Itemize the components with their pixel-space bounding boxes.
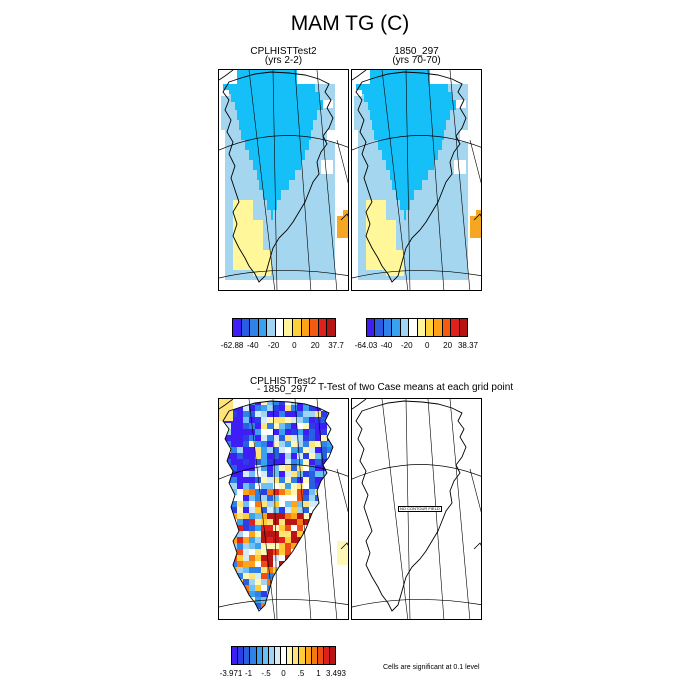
colorbar-tick-label: 0 [292, 341, 297, 350]
greenland-coastline [355, 400, 467, 612]
colorbar-box [241, 319, 251, 336]
colorbar-box [293, 647, 300, 664]
greenland-coastline [355, 71, 467, 283]
colorbar-box [425, 319, 435, 336]
colorbar-tick-label: 1 [316, 669, 321, 678]
colorbar-box [442, 319, 452, 336]
colorbar-box [262, 647, 269, 664]
colorbar-box [281, 647, 288, 664]
colorbar-tick-label: -20 [267, 341, 280, 350]
temperature-field [219, 70, 348, 280]
no-contour-label: NO CONTOUR FIELD [398, 506, 442, 512]
colorbar-box [233, 319, 242, 336]
colorbar-tick-label: .5 [297, 669, 305, 678]
colorbar-box [330, 647, 336, 664]
colorbar-tick-label: -20 [401, 341, 413, 350]
panel-br-title: T-Test of two Case means at each grid po… [318, 382, 514, 393]
map-panel-bottom-left [218, 398, 349, 620]
colorbar-box [323, 647, 330, 664]
colorbar-tick-label: -62.88 [220, 341, 244, 350]
colorbar-tick-label: 3.493 [325, 669, 347, 678]
colorbar-tick-label: 0 [281, 669, 286, 678]
map-panel-bottom-right: NO CONTOUR FIELD [351, 398, 482, 620]
panel-bl-title: CPLHISTTest2 [250, 376, 317, 387]
colorbar-tick-label: 20 [443, 341, 453, 350]
colorbar-box [299, 647, 306, 664]
map-panel-top-left [218, 69, 349, 291]
colorbar-box [459, 319, 468, 336]
colorbar-box [275, 319, 285, 336]
temperature-field [352, 70, 481, 280]
colorbar-box [258, 319, 268, 336]
colorbar-box [383, 319, 393, 336]
panel-tl-title: CPLHISTTest2 [250, 46, 317, 57]
colorbar-tick-label: 20 [310, 341, 320, 350]
colorbar-tick-label: -64.03 [354, 341, 378, 350]
colorbar-box [287, 647, 294, 664]
panel-tr-title: 1850_297 [394, 46, 439, 57]
colorbar-box [311, 647, 318, 664]
greenland-diff-map [219, 399, 348, 619]
figure-title: MAM TG (C) [290, 12, 410, 35]
colorbar-box [274, 647, 281, 664]
colorbar-box [301, 319, 311, 336]
graticule [219, 399, 348, 619]
greenland-coastline [222, 71, 334, 283]
colorbar-box [400, 319, 410, 336]
colorbar-box [367, 319, 376, 336]
colorbar-box [267, 319, 276, 336]
colorbar-box [305, 647, 312, 664]
colorbar-box [244, 647, 251, 664]
colorbar-box [238, 647, 245, 664]
colorbar-box [317, 647, 324, 664]
panel-tl-subtitle: (yrs 2-2) [264, 55, 303, 66]
colorbar-box [409, 319, 418, 336]
colorbar-box [268, 647, 275, 664]
greenland-coastline [222, 400, 334, 612]
colorbar-box [392, 319, 401, 336]
map-panel-top-right [351, 69, 482, 291]
colorbar-tick-label: 0 [424, 341, 430, 350]
colorbar-box [451, 319, 460, 336]
colorbar-tick-label: -1 [244, 669, 253, 678]
panel-tr-subtitle: (yrs 70-70) [392, 55, 441, 66]
colorbar-top-right [366, 318, 468, 337]
colorbar-box [284, 319, 294, 336]
panel-bl-subtitle: - 1850_297 [257, 384, 308, 395]
colorbar-box [375, 319, 384, 336]
graticule [352, 70, 481, 290]
colorbar-top-left [232, 318, 336, 337]
colorbar-bottom-left [231, 646, 336, 665]
colorbar-box [417, 319, 426, 336]
greenland-map-tr [352, 70, 481, 290]
colorbar-tick-label: 38.37 [457, 341, 479, 350]
colorbar-box [318, 319, 328, 336]
greenland-outline-map [352, 399, 481, 619]
colorbar-box [327, 319, 335, 336]
colorbar-tick-label: 37.7 [328, 341, 344, 350]
graticule [219, 70, 348, 290]
colorbar-box [232, 647, 239, 664]
colorbar-box [434, 319, 443, 336]
colorbar-tick-label: -40 [247, 341, 259, 350]
colorbar-tick-label: -40 [380, 341, 393, 350]
colorbar-box [293, 319, 302, 336]
colorbar-tick-label: -.5 [261, 669, 271, 678]
greenland-map-tl [219, 70, 348, 290]
significance-note: Cells are significant at 0.1 level [383, 664, 480, 671]
colorbar-box [256, 647, 263, 664]
colorbar-box [250, 647, 257, 664]
colorbar-box [250, 319, 259, 336]
colorbar-tick-label: -3.971 [219, 669, 243, 678]
colorbar-box [310, 319, 319, 336]
